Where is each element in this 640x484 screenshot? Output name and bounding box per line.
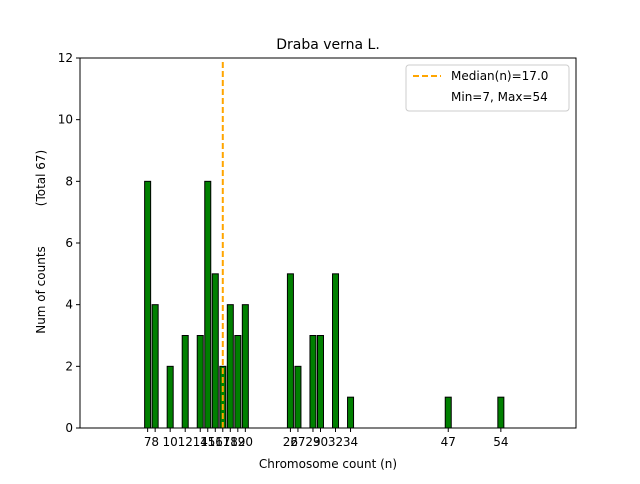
x-tick-label: 18	[223, 435, 238, 449]
x-tick-label: 32	[328, 435, 343, 449]
bar-n-8	[151, 304, 159, 429]
bar-n-47	[444, 396, 452, 429]
bar-n-10	[166, 365, 174, 429]
bar-n-16	[211, 273, 219, 429]
x-tick-label: 14	[193, 435, 208, 449]
legend-box	[405, 64, 570, 112]
legend-median-label: Median(n)=17.0	[451, 69, 548, 83]
x-tick-label: 10	[163, 435, 178, 449]
bar-n-20	[241, 304, 249, 429]
x-tick-label: 47	[441, 435, 456, 449]
legend: Median(n)=17.0 Min=7, Max=54	[405, 64, 570, 112]
x-tick-label: 8	[151, 435, 159, 449]
legend-range-label: Min=7, Max=54	[451, 90, 548, 104]
bar-n-32	[332, 273, 340, 429]
bar-n-34	[347, 396, 355, 429]
x-tick-label: 26	[283, 435, 298, 449]
y-tick-label: 2	[65, 359, 73, 373]
bar-n-26	[286, 273, 294, 429]
bar-n-30	[316, 335, 324, 429]
x-tick-label: 15	[200, 435, 215, 449]
bar-n-7	[144, 180, 152, 429]
x-tick-label: 30	[313, 435, 328, 449]
y-axis: 0 2 4 6 8 10 12	[58, 51, 80, 435]
bar-n-27	[294, 365, 302, 429]
x-tick-label: 17	[215, 435, 230, 449]
bar-n-12	[181, 335, 189, 429]
bar-n-54	[497, 396, 505, 429]
y-tick-label: 10	[58, 113, 73, 127]
x-tick-label: 29	[305, 435, 320, 449]
x-tick-label: 12	[178, 435, 193, 449]
bar-n-14	[196, 335, 204, 429]
x-tick-label: 54	[493, 435, 508, 449]
y-axis-label: Num of counts	[34, 246, 48, 334]
x-tick-label: 27	[290, 435, 305, 449]
x-tick-label: 7	[144, 435, 152, 449]
y-tick-label: 12	[58, 51, 73, 65]
chart-title: Draba verna L.	[276, 37, 380, 53]
x-tick-label: 20	[238, 435, 253, 449]
bar-n-18	[226, 304, 234, 429]
y-axis-total-note: (Total 67)	[34, 150, 48, 206]
y-tick-label: 0	[65, 421, 73, 435]
y-tick-label: 4	[65, 298, 73, 312]
y-tick-label: 8	[65, 174, 73, 188]
bar-n-19	[234, 335, 242, 429]
x-tick-label: 19	[230, 435, 245, 449]
x-tick-label: 16	[208, 435, 223, 449]
bar-n-29	[309, 335, 317, 429]
y-tick-label: 6	[65, 236, 73, 250]
x-tick-label: 34	[343, 435, 358, 449]
bar-n-15	[204, 180, 212, 429]
x-axis-label: Chromosome count (n)	[259, 457, 397, 471]
